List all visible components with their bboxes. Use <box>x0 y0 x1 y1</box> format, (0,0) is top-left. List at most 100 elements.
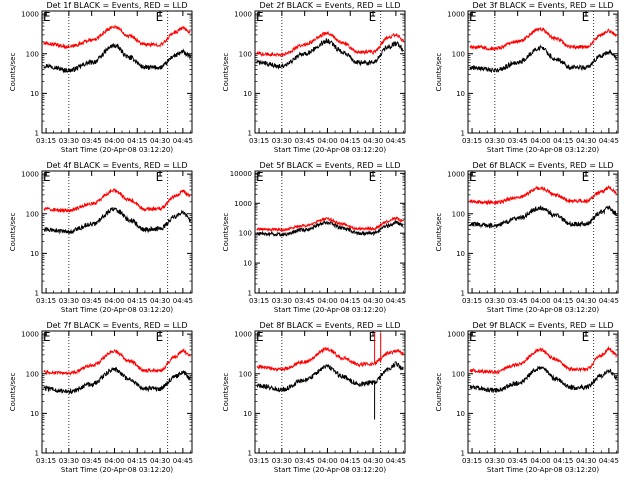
chart-panel-9: Det 9f BLACK = Events, RED = LLD 1 10 100 10… <box>435 321 619 474</box>
x-tick-label: 03:45 <box>295 457 315 465</box>
event-marker-label: E <box>369 10 377 24</box>
events-series-line <box>469 365 617 393</box>
plot-frame <box>41 330 193 454</box>
x-tick-label: 03:45 <box>508 457 528 465</box>
y-tick-label: 10 <box>456 250 465 258</box>
lld-series-line <box>256 346 404 373</box>
y-tick-label: 1 <box>35 450 39 458</box>
x-tick-label: 03:15 <box>249 297 269 305</box>
y-axis-label: Counts/sec <box>435 373 443 412</box>
x-axis-label: Start Time (20-Apr-08 03:12:20) <box>487 466 599 474</box>
events-series-line <box>43 206 191 235</box>
chart-title: Det 1f BLACK = Events, RED = LLD <box>46 1 187 10</box>
x-tick-label: 04:15 <box>340 297 360 305</box>
events-series-line <box>256 37 404 70</box>
lld-series-line <box>43 187 191 214</box>
x-tick-label: 03:30 <box>59 297 79 305</box>
x-tick-label: 04:15 <box>340 457 360 465</box>
x-tick-label: 03:15 <box>36 137 56 145</box>
y-tick-label: 100 <box>239 370 252 378</box>
y-tick-label: 100 <box>26 50 39 58</box>
y-tick-label: 100 <box>26 370 39 378</box>
lld-series-line <box>256 216 404 233</box>
y-axis-label: Counts/sec <box>9 53 17 92</box>
y-tick-label: 1000 <box>234 200 252 208</box>
events-series-line <box>469 44 617 73</box>
plot-frame <box>254 330 406 454</box>
lld-series-line <box>469 185 617 206</box>
y-axis-label: Counts/sec <box>222 373 230 412</box>
x-tick-label: 04:45 <box>386 297 406 305</box>
y-axis-label: Counts/sec <box>9 213 17 252</box>
y-tick-label: 1 <box>35 290 39 298</box>
x-tick-label: 04:15 <box>553 457 573 465</box>
x-tick-label: 04:45 <box>386 137 406 145</box>
x-tick-label: 03:15 <box>249 457 269 465</box>
chart-panel-7: Det 7f BLACK = Events, RED = LLD 1 10 100 10… <box>9 321 193 474</box>
x-tick-label: 03:15 <box>36 457 56 465</box>
y-tick-label: 1 <box>461 450 465 458</box>
x-tick-label: 04:45 <box>386 457 406 465</box>
y-tick-label: 1 <box>35 130 39 138</box>
x-tick-label: 04:00 <box>104 137 124 145</box>
x-tick-label: 03:45 <box>508 137 528 145</box>
chart-panel-8: Det 8f BLACK = Events, RED = LLD 1 10 100 10… <box>222 321 406 474</box>
y-tick-label: 100 <box>26 210 39 218</box>
chart-title: Det 8f BLACK = Events, RED = LLD <box>259 321 400 330</box>
chart-panel-5: Det 5f BLACK = Events, RED = LLD 1 10 100 10… <box>222 161 406 314</box>
y-tick-label: 10 <box>243 410 252 418</box>
x-tick-label: 03:45 <box>82 137 102 145</box>
y-tick-label: 100 <box>239 50 252 58</box>
event-marker-label: E <box>43 170 51 184</box>
y-axis-label: Counts/sec <box>222 213 230 252</box>
x-tick-label: 04:30 <box>576 457 596 465</box>
event-marker-label: E <box>156 330 164 344</box>
plot-frame <box>41 170 193 294</box>
chart-panel-3: Det 3f BLACK = Events, RED = LLD 1 10 100 10… <box>435 1 619 154</box>
x-tick-label: 04:00 <box>317 137 337 145</box>
chart-panel-6: Det 6f BLACK = Events, RED = LLD 1 10 100 10… <box>435 161 619 314</box>
x-tick-label: 04:45 <box>599 297 619 305</box>
x-tick-label: 03:30 <box>59 457 79 465</box>
x-tick-label: 04:00 <box>317 297 337 305</box>
x-tick-label: 03:45 <box>508 297 528 305</box>
x-tick-label: 03:30 <box>485 137 505 145</box>
y-tick-label: 1000 <box>21 11 39 19</box>
x-axis-label: Start Time (20-Apr-08 03:12:20) <box>274 466 386 474</box>
x-tick-label: 04:45 <box>599 137 619 145</box>
x-tick-label: 03:15 <box>249 137 269 145</box>
y-tick-label: 1 <box>461 290 465 298</box>
x-tick-label: 04:30 <box>150 297 170 305</box>
chart-title: Det 9f BLACK = Events, RED = LLD <box>472 321 613 330</box>
event-marker-label: E <box>256 330 264 344</box>
y-tick-label: 1000 <box>234 11 252 19</box>
x-tick-label: 03:45 <box>295 137 315 145</box>
y-tick-label: 100 <box>452 50 465 58</box>
event-marker-label: E <box>256 170 264 184</box>
event-marker-label: E <box>43 330 51 344</box>
chart-title: Det 5f BLACK = Events, RED = LLD <box>259 161 400 170</box>
x-tick-label: 04:15 <box>127 297 147 305</box>
x-axis-label: Start Time (20-Apr-08 03:12:20) <box>274 146 386 154</box>
x-axis-label: Start Time (20-Apr-08 03:12:20) <box>274 306 386 314</box>
x-axis-label: Start Time (20-Apr-08 03:12:20) <box>487 306 599 314</box>
y-tick-label: 1000 <box>21 171 39 179</box>
x-tick-label: 04:30 <box>363 137 383 145</box>
event-marker-label: E <box>369 170 377 184</box>
chart-title: Det 2f BLACK = Events, RED = LLD <box>259 1 400 10</box>
x-tick-label: 03:30 <box>272 137 292 145</box>
plot-frame <box>467 330 619 454</box>
y-tick-label: 10 <box>30 410 39 418</box>
lld-series-line <box>469 27 617 52</box>
event-marker-label: E <box>582 170 590 184</box>
event-marker-label: E <box>156 170 164 184</box>
lld-series-line <box>256 31 404 58</box>
x-axis-label: Start Time (20-Apr-08 03:12:20) <box>61 466 173 474</box>
x-tick-label: 03:30 <box>272 457 292 465</box>
y-tick-label: 1000 <box>447 331 465 339</box>
chart-title: Det 6f BLACK = Events, RED = LLD <box>472 161 613 170</box>
plot-frame <box>41 10 193 134</box>
x-tick-label: 04:45 <box>173 297 193 305</box>
x-tick-label: 03:15 <box>36 297 56 305</box>
